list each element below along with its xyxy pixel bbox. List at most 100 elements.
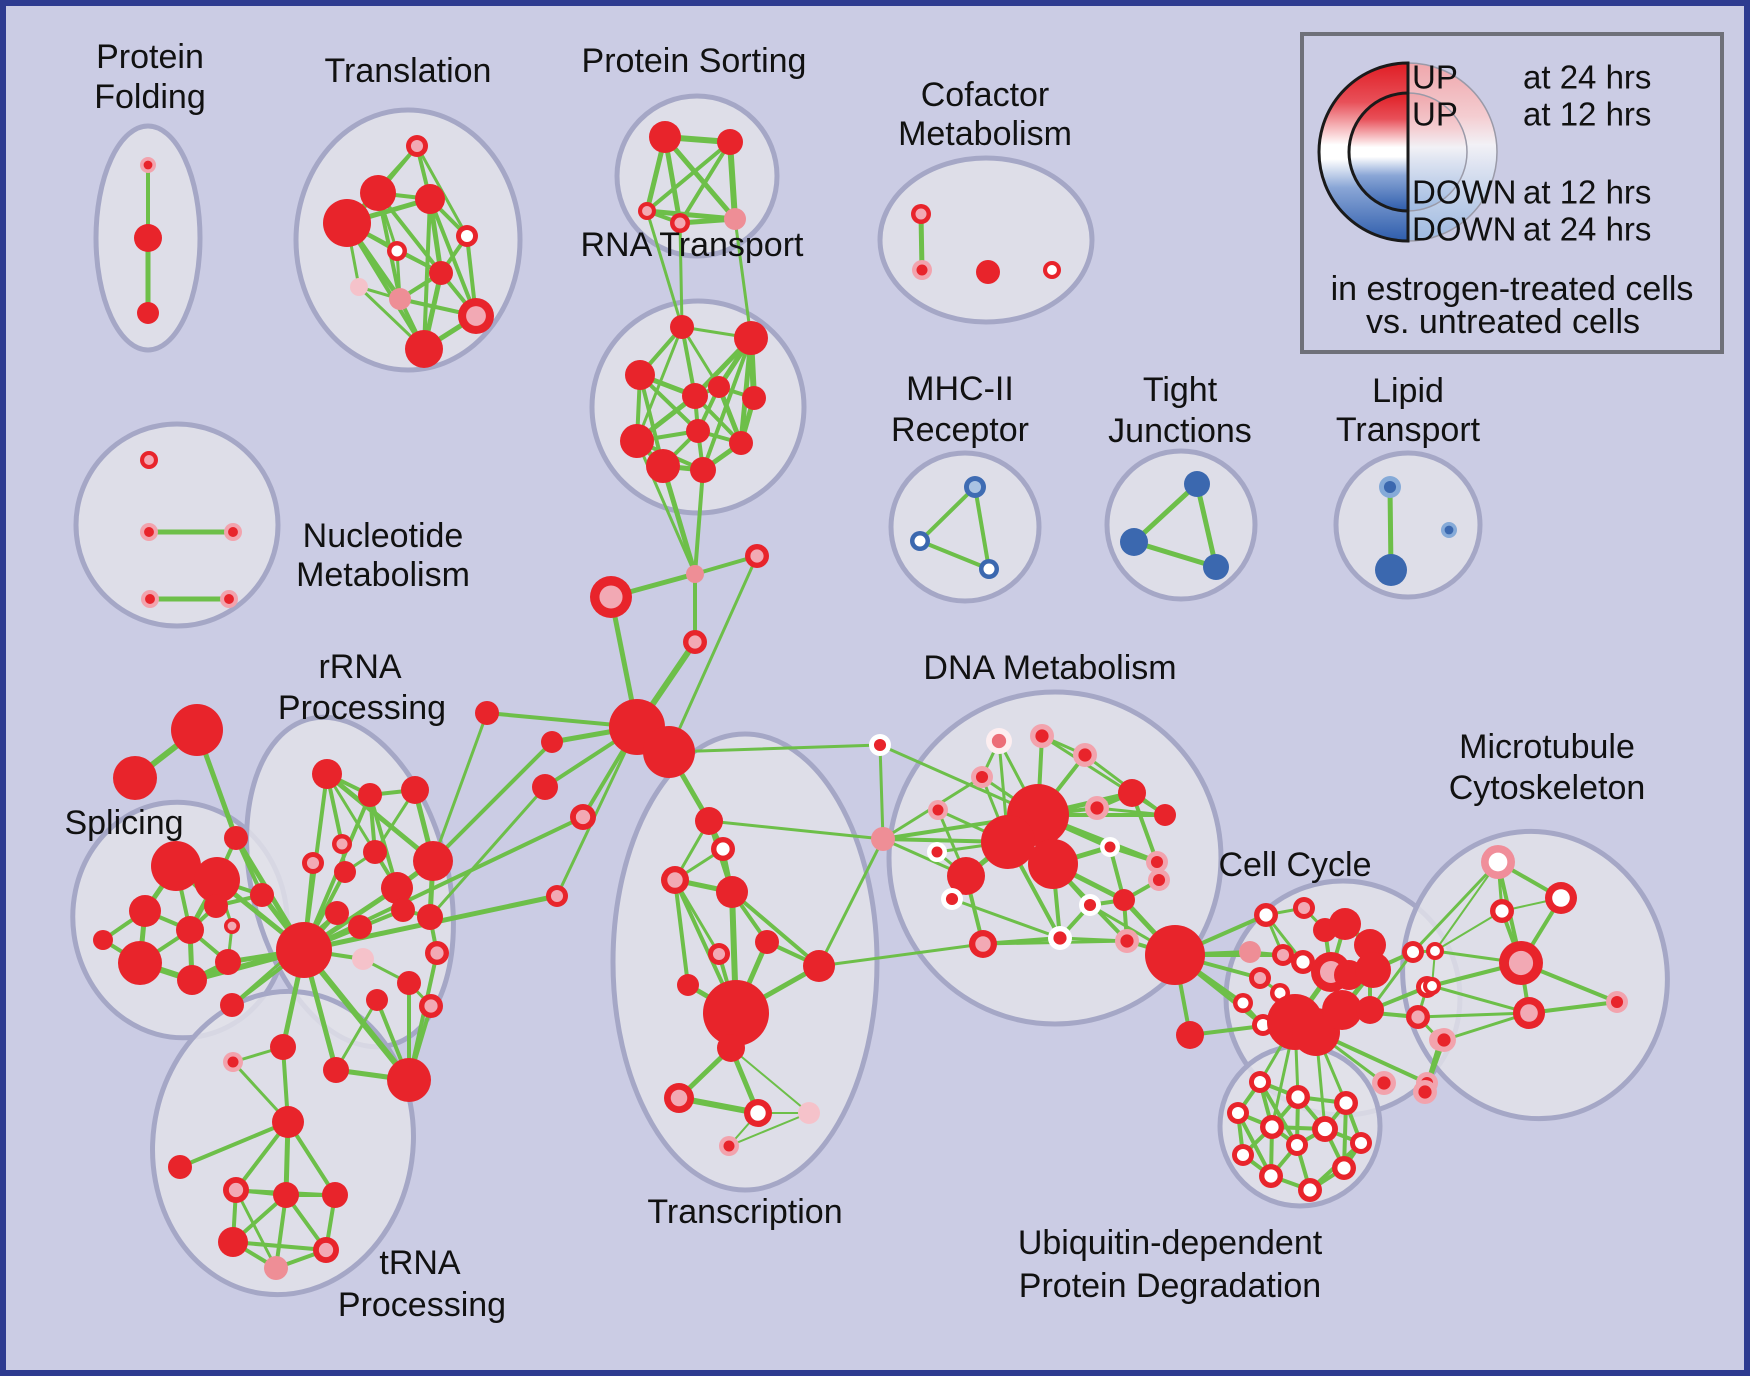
network-node (323, 199, 371, 247)
network-node (670, 315, 694, 339)
network-node (168, 1155, 192, 1179)
cluster-ellipse-cofactor-metabolism (877, 155, 1095, 325)
network-node (176, 916, 204, 944)
node-center (723, 1140, 735, 1152)
network-node (682, 383, 708, 409)
node-center (1078, 748, 1092, 762)
cluster-ellipse-lipid-transport (1333, 450, 1483, 600)
cluster-label: Cell Cycle (1218, 846, 1371, 884)
node-center (750, 1105, 766, 1121)
node-center (1411, 1010, 1425, 1024)
network-edge (1430, 984, 1531, 1015)
network-node (415, 184, 445, 214)
node-center (1303, 1183, 1317, 1197)
network-node (1481, 845, 1515, 879)
node-center (712, 947, 726, 961)
network-node (1176, 1021, 1204, 1049)
network-node (429, 261, 453, 285)
network-node (1048, 926, 1072, 950)
node-center (670, 1089, 688, 1107)
cluster-label: Protein Sorting (582, 42, 807, 80)
network-node (1406, 1005, 1430, 1029)
legend-circle-half (1407, 92, 1468, 212)
network-node (406, 135, 428, 157)
node-center (1291, 1090, 1305, 1104)
network-node (425, 941, 449, 965)
node-center (228, 527, 238, 537)
network-node (695, 807, 723, 835)
network-edge (730, 1047, 810, 1114)
node-center (914, 535, 926, 547)
cluster-ellipse-transcription (610, 731, 880, 1193)
legend-direction-label: DOWN (1412, 211, 1516, 248)
network-node (1085, 796, 1109, 820)
network-node (686, 419, 710, 443)
network-node (405, 330, 443, 368)
node-center (1256, 1018, 1270, 1032)
network-edge (728, 1112, 810, 1147)
cluster-label: DNA Metabolism (923, 649, 1176, 687)
node-center (931, 846, 943, 858)
network-node (224, 523, 242, 541)
network-edge (918, 539, 991, 571)
network-node (590, 576, 632, 618)
node-center (1430, 946, 1440, 956)
network-edge (645, 140, 732, 213)
network-node (1402, 941, 1424, 963)
network-node (979, 559, 999, 579)
network-node (1145, 925, 1205, 985)
network-node (745, 544, 769, 568)
node-center (1437, 1033, 1451, 1047)
node-center (1297, 901, 1311, 915)
cluster-label: Protein Degradation (1019, 1267, 1321, 1305)
cluster-label: Processing (338, 1286, 506, 1324)
cluster-label: Receptor (891, 411, 1029, 449)
node-center (575, 809, 591, 825)
network-edge (1131, 539, 1219, 570)
cluster-label: Metabolism (898, 115, 1072, 153)
node-center (1083, 898, 1097, 912)
network-node (1100, 837, 1120, 857)
network-node (1118, 779, 1146, 807)
node-center (1265, 1120, 1279, 1134)
network-edge (555, 725, 639, 898)
network-node (363, 840, 387, 864)
network-node (350, 278, 368, 296)
network-node (690, 457, 716, 483)
network-edge (428, 785, 547, 919)
cluster-label: RNA Transport (581, 226, 805, 264)
network-node (137, 302, 159, 324)
network-node (220, 590, 238, 608)
node-center (1274, 987, 1286, 999)
network-node (947, 857, 985, 895)
node-center (1296, 955, 1310, 969)
network-edge (918, 485, 977, 543)
network-node (1259, 1164, 1283, 1188)
cluster-label: Junctions (1108, 412, 1252, 450)
network-node (456, 225, 478, 247)
legend-caption: vs. untreated cells (1366, 303, 1640, 341)
cluster-label: Tight (1143, 371, 1218, 409)
node-center (968, 480, 982, 494)
network-node (976, 260, 1000, 284)
node-center (144, 455, 154, 465)
node-center (1236, 1148, 1250, 1162)
network-node (683, 630, 707, 654)
network-node (1355, 952, 1391, 988)
node-center (1495, 904, 1509, 918)
legend-direction-label: UP (1412, 59, 1458, 96)
network-node (686, 565, 704, 583)
legend-time-label: at 12 hrs (1523, 174, 1651, 211)
network-node (1113, 889, 1135, 911)
network-node (1286, 1085, 1310, 1109)
node-center (306, 856, 320, 870)
network-node (134, 224, 162, 252)
cluster-label: Processing (278, 689, 446, 727)
network-edge (422, 197, 432, 351)
cluster-label: Transport (1336, 411, 1481, 449)
network-node (638, 202, 656, 220)
node-center (1337, 1161, 1351, 1175)
node-center (466, 306, 486, 326)
network-node (1372, 1071, 1396, 1095)
network-node (1499, 941, 1543, 985)
